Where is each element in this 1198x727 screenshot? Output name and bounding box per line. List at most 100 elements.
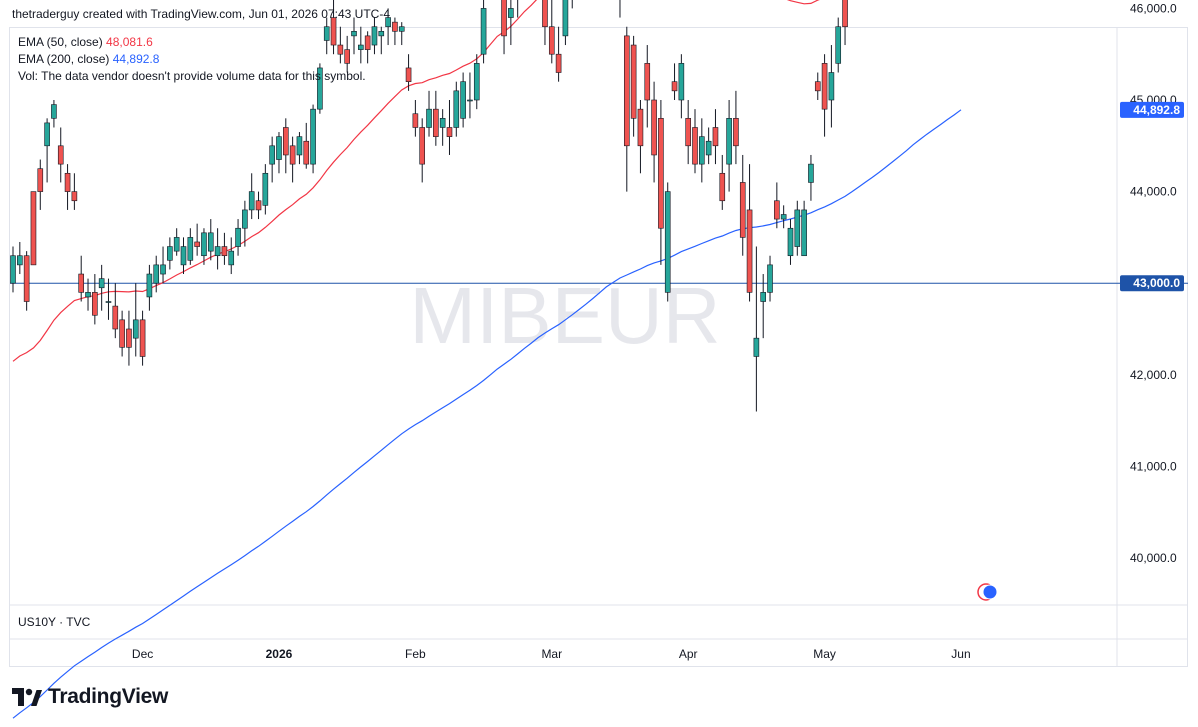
candle-body [248,191,255,211]
candle-body [685,118,691,147]
price-label-text: 43,000.0 [1133,276,1180,290]
candle-body [774,200,780,220]
candle-body [767,264,773,293]
x-tick-label: 2026 [266,647,293,661]
y-tick-label: 46,000.0 [1130,1,1177,15]
candle-body [692,127,698,165]
candle-body [310,108,316,165]
candle-body [358,44,364,50]
event-marker-icon [982,584,998,600]
candle-body [23,255,30,302]
legend-ema50-value: 48,081.6 [106,35,153,49]
price-label-box [1120,275,1184,292]
candle-body [17,255,23,266]
candle-body [269,145,275,165]
candle-body [637,108,644,147]
candle-body [473,63,480,101]
candle-body [433,108,439,137]
price-label-text: 44,892.8 [1133,103,1180,117]
candle-body [235,227,241,247]
tradingview-logo-icon [12,688,42,706]
candle-body [64,172,71,192]
candle-body [753,337,760,357]
candle-body [719,172,726,202]
candle-body [398,26,405,32]
candle-body [78,273,84,293]
candle-body [712,127,719,147]
candle-body [439,118,446,128]
tradingview-logo[interactable]: TradingView [12,685,168,708]
candle-body [501,0,507,37]
candle-body [787,227,794,257]
candle-body [160,264,166,275]
candle-body [296,136,303,156]
candle-body [794,209,801,247]
candle-body [733,118,739,147]
candle-body [126,328,132,348]
candle-body [699,136,705,165]
candle-body [330,17,337,46]
candle-body [446,127,453,137]
candle-body [351,30,357,37]
candle-body [480,8,487,55]
legend-ema50[interactable]: EMA (50, close) 48,081.6 [18,35,153,49]
candle-body [651,99,657,156]
candle-body [289,145,296,165]
candle-body [207,232,214,252]
candle-body [112,305,119,330]
candle-body [426,108,432,128]
candle-body [201,232,207,257]
candle-body [814,81,821,92]
candle-body [85,292,91,298]
candle-body [780,214,787,220]
candle-body [405,67,412,82]
candle-body [132,319,139,339]
candle-body [378,30,385,37]
candle-body [746,209,753,293]
candle-body [303,140,310,165]
candle-body [71,191,78,202]
candle-body [153,264,160,284]
candle-body [467,99,473,102]
candle-body [364,35,371,50]
candle-body [187,237,194,261]
candle-body [371,26,378,46]
x-tick-label: Apr [679,647,698,661]
chart-author-header: thetraderguy created with TradingView.co… [12,7,390,21]
x-tick-label: May [813,647,836,661]
x-tick-label: Dec [132,647,153,661]
candle-body [92,292,98,316]
candle-body [419,127,426,165]
candle-body [10,255,16,284]
y-tick-label: 42,000.0 [1130,368,1177,382]
candle-body [705,140,712,156]
candle-body [835,26,842,64]
candle-body [146,273,153,298]
candle-body [323,26,330,41]
legend-ema50-label: EMA (50, close) [18,35,103,49]
candle-body [801,209,807,257]
candle-body [644,63,651,101]
candle-body [562,0,569,37]
legend-volume-note: Vol: The data vendor doesn't provide vol… [18,69,366,83]
candle-body [282,127,289,156]
ema200-line [12,109,962,719]
symbol-watermark: MIBEUR [409,271,720,360]
sub-pane-label[interactable]: US10Y · TVC [18,615,91,629]
y-tick-label: 40,000.0 [1130,551,1177,565]
price-label-box [1120,101,1184,118]
candle-body [51,104,57,119]
candle-body [228,250,235,266]
candle-body [508,8,514,18]
candle-body [808,163,814,183]
candle-body [98,278,105,289]
y-tick-label: 44,000.0 [1130,185,1177,199]
legend-ema200[interactable]: EMA (200, close) 44,892.8 [18,52,159,66]
candle-body [658,118,664,229]
chart-frame[interactable] [9,27,1188,667]
candle-body [821,63,828,110]
candle-body [180,246,187,266]
candle-body [262,172,269,206]
candle-body [57,145,64,165]
